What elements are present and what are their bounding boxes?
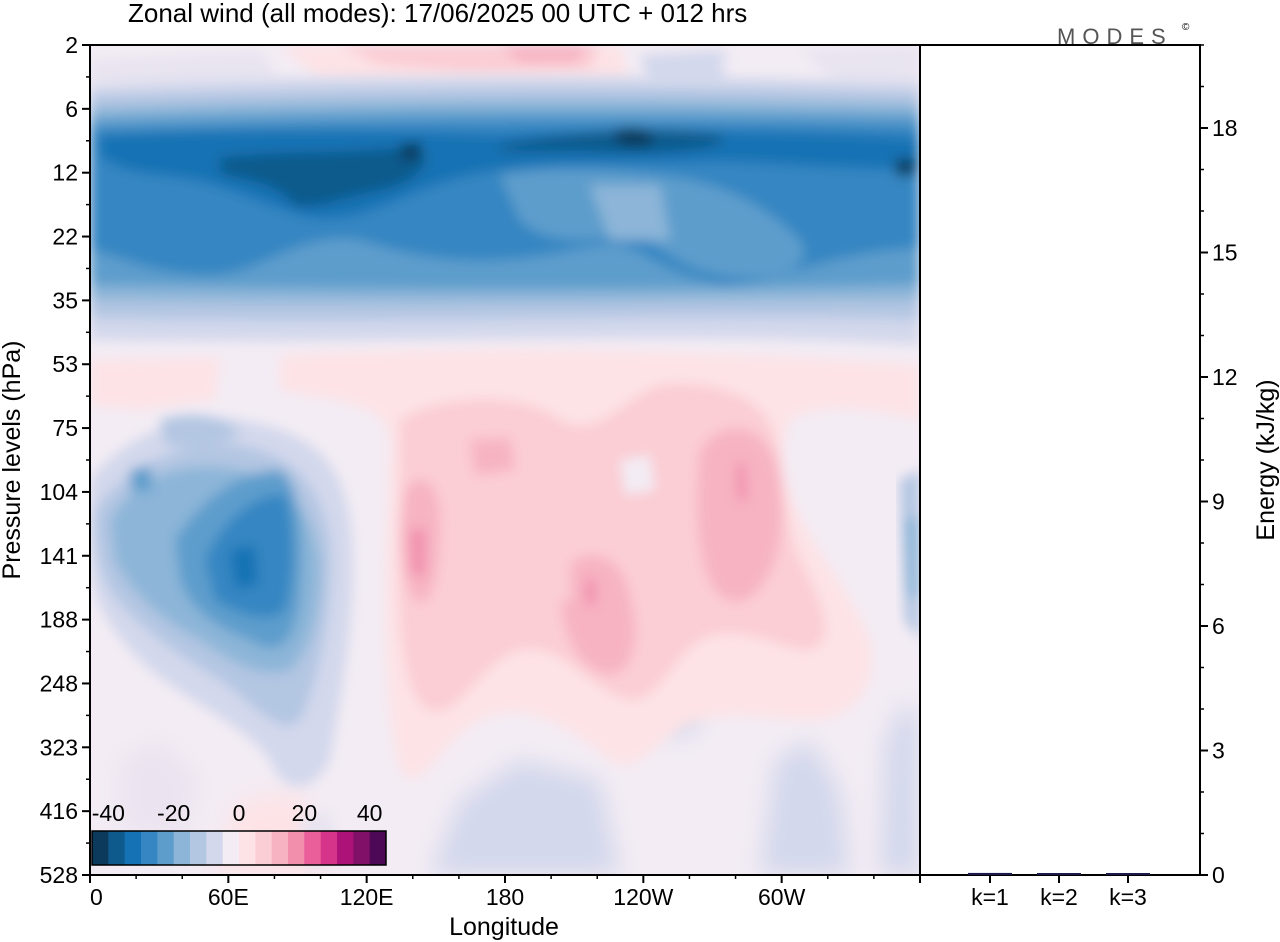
energy-bars: [968, 872, 1150, 875]
y-tick-label: 248: [40, 670, 78, 696]
x-tick-label: 60W: [758, 884, 806, 910]
colorbar-swatch: [157, 831, 175, 865]
heatmap-east-edge: [900, 470, 920, 640]
colorbar-tick-label: -40: [92, 800, 125, 826]
x-tick-label: 120W: [613, 884, 673, 910]
colorbar-tick-label: -20: [157, 800, 190, 826]
heatmap-jet-band: [90, 75, 920, 345]
x-tick-label: 0: [90, 884, 103, 910]
colorbar-swatch: [190, 831, 207, 865]
energy-tick-label: 9: [1212, 489, 1225, 515]
colorbar-swatch: [92, 831, 109, 865]
colorbar-swatch: [255, 831, 273, 865]
colorbar-swatch: [353, 831, 371, 865]
energy-tick-label: 15: [1212, 240, 1238, 266]
colorbar-swatch: [124, 831, 142, 865]
colorbar-swatch: [320, 831, 338, 865]
y-tick-label: 53: [52, 351, 78, 377]
energy-tick-label: 18: [1212, 115, 1238, 141]
energy-category-label: k=1: [971, 884, 1009, 910]
energy-tick-label: 6: [1212, 613, 1225, 639]
energy-tick-label: 0: [1212, 862, 1225, 888]
y-tick-label: 12: [52, 160, 78, 186]
energy-axis: 0 3 6 9 12 15 18: [1200, 44, 1238, 888]
y-tick-label: 323: [40, 734, 78, 760]
colorbar-swatch: [141, 831, 158, 865]
y-tick-label: 416: [40, 798, 78, 824]
x-tick-label: 120E: [340, 884, 394, 910]
x-axis-title: Longitude: [449, 913, 559, 941]
y-tick-label: 104: [40, 479, 79, 505]
colorbar-swatch: [108, 831, 126, 865]
colorbar-swatch: [271, 831, 289, 865]
y-tick-label: 35: [52, 287, 78, 313]
colorbar-labels: -40 -20 0 20 40: [92, 800, 383, 826]
energy-tick-label: 12: [1212, 364, 1238, 390]
x-tick-label: 60E: [208, 884, 249, 910]
colorbar-swatch: [337, 831, 354, 865]
energy-bar: [1037, 873, 1081, 875]
brand-mark: ©: [1182, 22, 1190, 33]
colorbar-tick-label: 20: [292, 800, 318, 826]
energy-tick-label: 3: [1212, 738, 1225, 764]
energy-bar: [968, 872, 1012, 875]
y-tick-label: 2: [65, 32, 78, 58]
colorbar-swatch: [173, 831, 191, 865]
energy-category-label: k=3: [1109, 884, 1147, 910]
colorbar: [91, 830, 387, 866]
energy-categories: k=1 k=2 k=3: [971, 875, 1147, 910]
colorbar-tick-label: 40: [357, 800, 383, 826]
colorbar-swatch: [304, 831, 322, 865]
energy-axis-title: Energy (kJ/kg): [1252, 379, 1280, 540]
y-axis-title: Pressure levels (hPa): [0, 341, 26, 580]
colorbar-swatch: [206, 831, 224, 865]
y-tick-label: 75: [52, 415, 78, 441]
heatmap-panel: [90, 45, 920, 875]
energy-panel: [919, 44, 1201, 876]
colorbar-tick-label: 0: [233, 800, 246, 826]
colorbar-swatch: [288, 831, 305, 865]
energy-bar: [1106, 873, 1150, 875]
energy-category-label: k=2: [1040, 884, 1078, 910]
heatmap-negative-core: [90, 415, 353, 870]
y-tick-label: 22: [52, 224, 78, 250]
longitude-axis: 0 60E 120E 180 120W 60W: [89, 875, 921, 910]
y-tick-label: 188: [40, 607, 78, 633]
y-tick-label: 141: [40, 543, 78, 569]
colorbar-frame: [91, 830, 387, 866]
y-tick-label: 6: [65, 96, 78, 122]
colorbar-swatch: [239, 831, 256, 865]
heatmap-positive-field: [90, 349, 920, 779]
colorbar-swatch: [369, 831, 387, 865]
x-tick-label: 180: [486, 884, 524, 910]
pressure-axis: 2 6 12 22 35 53 75 104 141 188 248 323 416 528: [40, 32, 90, 888]
y-tick-label: 528: [40, 862, 78, 888]
colorbar-swatch: [222, 831, 240, 865]
chart-title: Zonal wind (all modes): 17/06/2025 00 UT…: [128, 0, 747, 28]
